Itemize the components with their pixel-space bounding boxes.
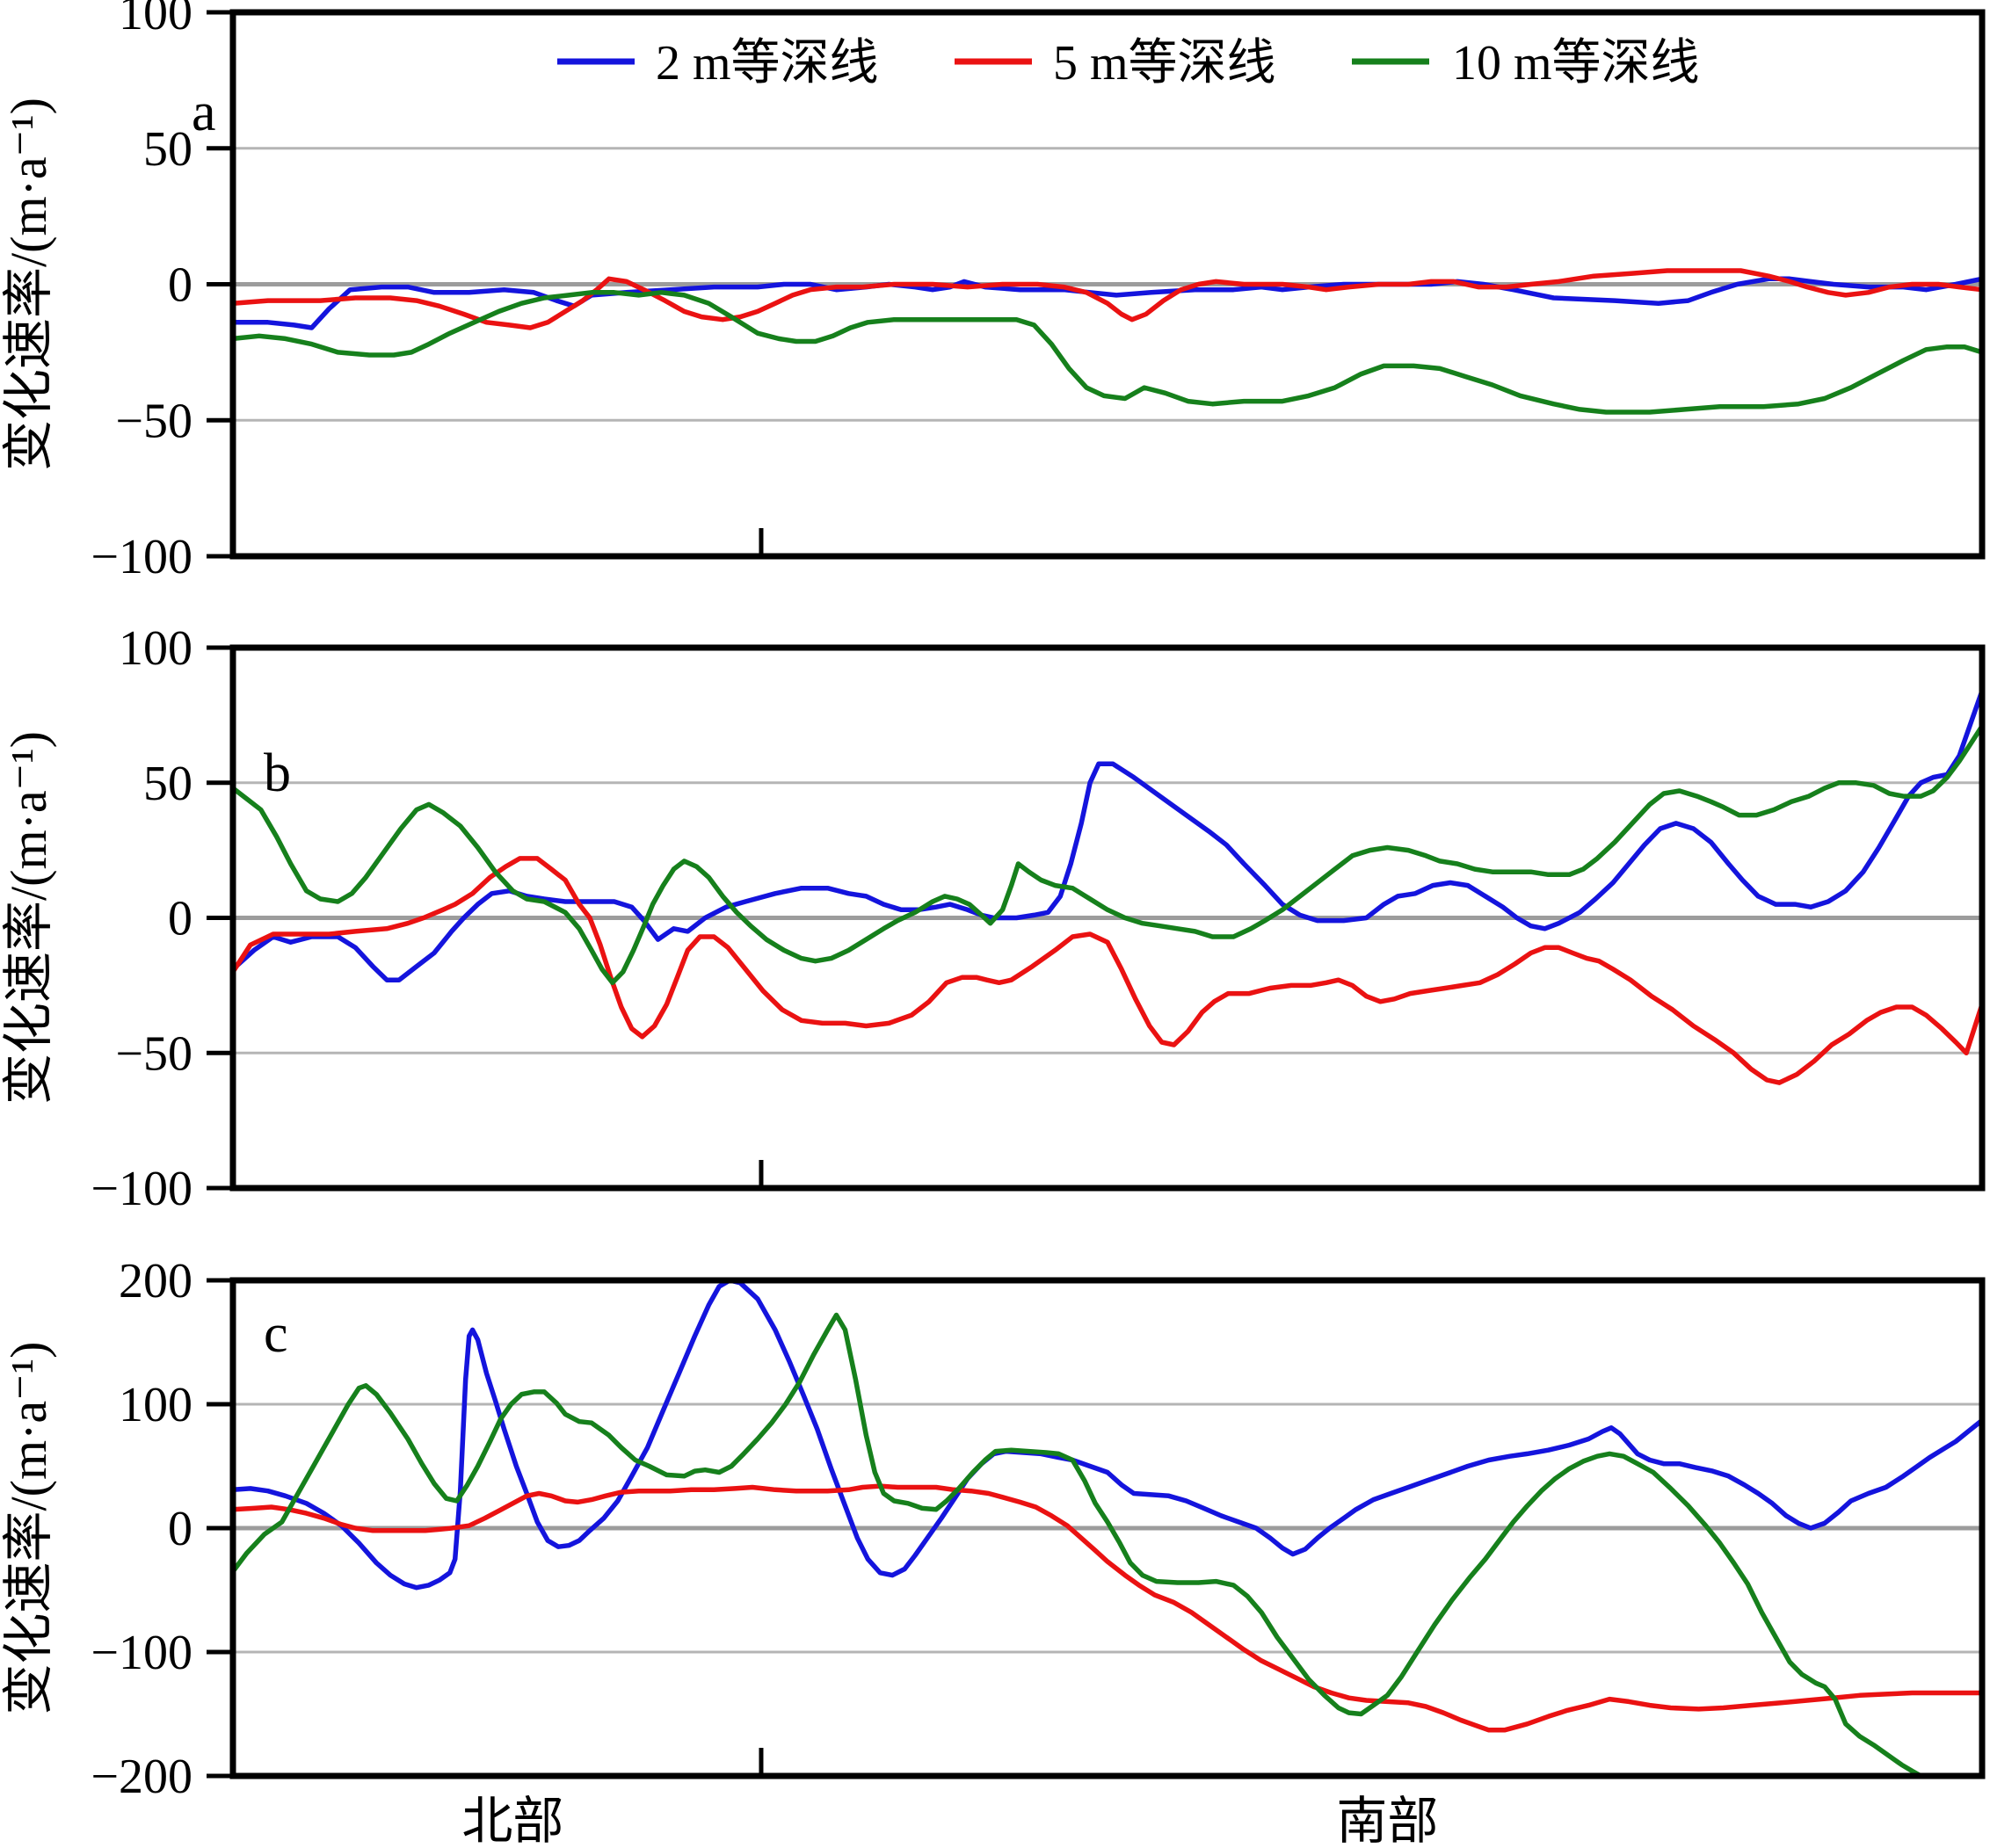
series-line-10m等深线 [230,1312,1924,1779]
y-tick-label: 0 [168,1502,192,1556]
y-tick-label: 100 [119,621,192,676]
y-axis-title: 变化速率/(m·a⁻¹) [0,731,57,1105]
y-tick-label: 0 [168,892,192,946]
panel-label-b: b [264,743,291,803]
panel-b: 100 50 0 −50 −100 b 变化速率/(m·a⁻¹) [0,621,1986,1216]
y-tick-label: −100 [91,1626,192,1680]
legend-label: 5 m等深线 [1053,36,1276,91]
y-axis-title: 变化速率/(m·a⁻¹) [0,98,57,471]
series-line-5m等深线 [230,856,1985,1085]
series-line-2m等深线 [230,688,1985,982]
series-line-10m等深线 [230,290,1985,415]
series-line-5m等深线 [230,1483,1985,1733]
legend: 2 m等深线 5 m等深线 10 m等深线 [557,36,1700,91]
y-tick-label: −100 [91,1162,192,1216]
panel-c: 200 100 0 −100 −200 c 变化速率/(m·a⁻¹) [0,1254,1986,1804]
y-tick-label: 50 [143,122,192,177]
legend-label: 10 m等深线 [1452,36,1700,91]
y-tick-label: −50 [115,1026,192,1081]
series-line-5m等深线 [230,268,1985,330]
x-axis-label-北部: 北部 [461,1793,563,1848]
y-tick-label: 0 [168,258,192,313]
y-tick-label: 200 [119,1254,192,1308]
panel-label-c: c [264,1304,288,1364]
y-tick-label: 50 [143,757,192,811]
legend-item-5m等深线: 5 m等深线 [955,36,1276,91]
y-axis-title: 变化速率/(m·a⁻¹) [0,1342,57,1715]
panel-label-a: a [192,83,216,142]
legend-item-10m等深线: 10 m等深线 [1352,36,1700,91]
series-line-2m等深线 [230,276,1985,330]
y-tick-label: −200 [91,1750,192,1804]
y-tick-label: 100 [119,1378,192,1432]
legend-label: 2 m等深线 [656,36,879,91]
y-tick-label: −100 [91,530,192,584]
y-tick-label: 100 [119,0,192,40]
panel-a: 100 50 0 −50 −100 a 变化速率/(m·a⁻¹) [0,0,1986,584]
x-axis-label-南部: 南部 [1336,1793,1438,1848]
legend-item-2m等深线: 2 m等深线 [557,36,879,91]
series-line-10m等深线 [230,723,1985,986]
y-tick-label: −50 [115,394,192,448]
